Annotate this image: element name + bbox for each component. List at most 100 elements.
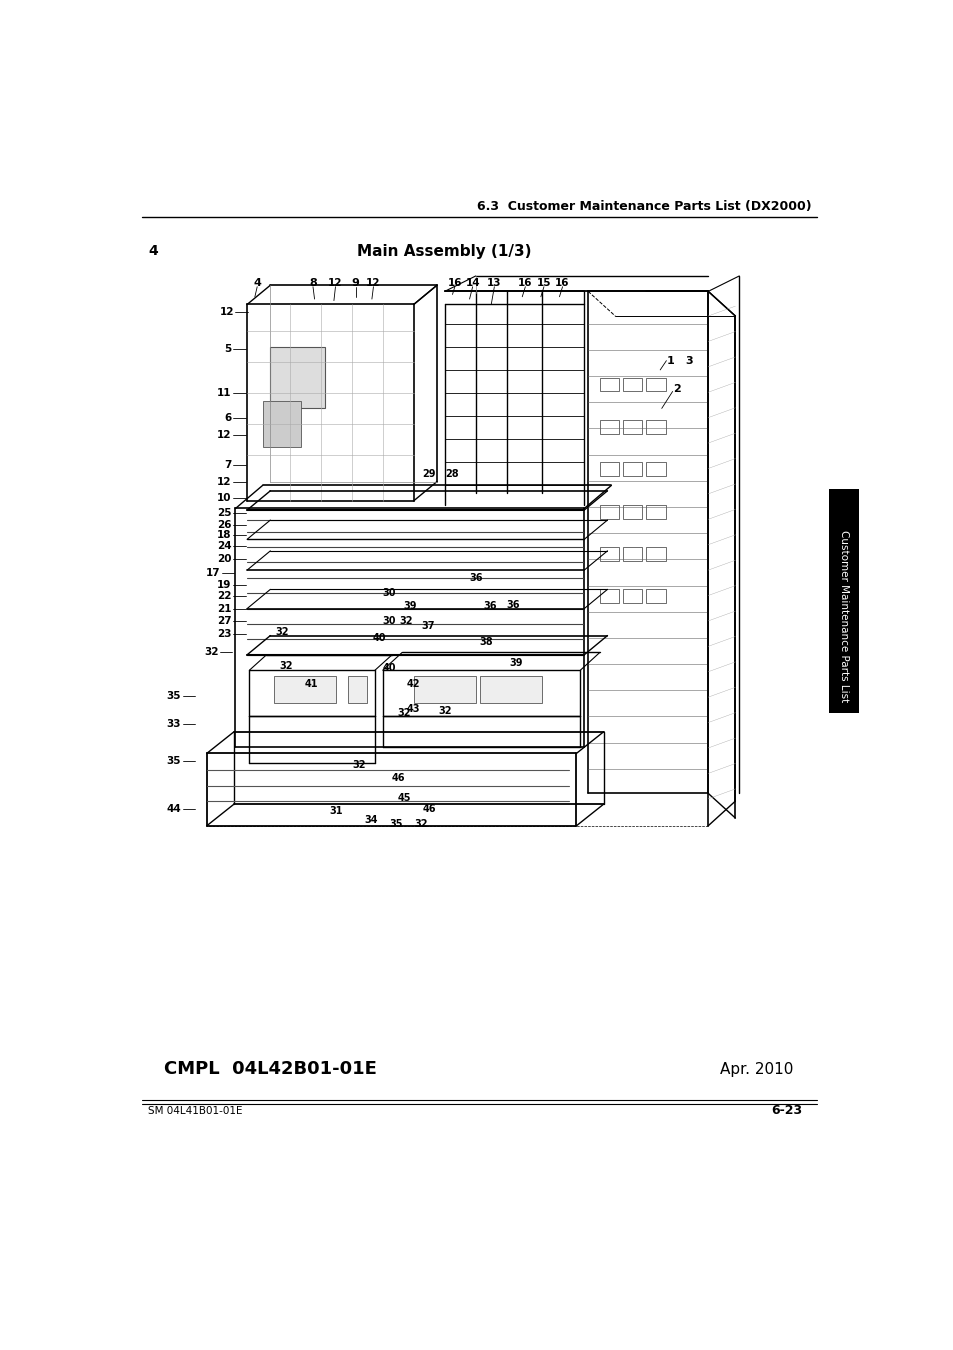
Text: 32: 32 (353, 760, 366, 770)
Text: 39: 39 (403, 601, 416, 610)
Text: 15: 15 (537, 278, 551, 288)
Text: 16: 16 (555, 278, 569, 288)
Text: 7: 7 (224, 459, 232, 470)
Text: 45: 45 (397, 792, 411, 803)
Text: 16: 16 (517, 278, 532, 288)
Text: 16: 16 (447, 278, 461, 288)
Text: 40: 40 (382, 663, 395, 672)
Text: 30: 30 (382, 616, 395, 626)
Bar (599, 505, 618, 518)
Bar (479, 676, 541, 703)
Bar (599, 462, 618, 477)
Bar (645, 462, 665, 477)
Text: 8: 8 (309, 278, 316, 288)
Text: 12: 12 (217, 431, 232, 440)
Text: 32: 32 (399, 616, 413, 626)
Bar (348, 676, 367, 703)
Text: Main Assembly (1/3): Main Assembly (1/3) (357, 243, 532, 259)
Text: 42: 42 (407, 679, 420, 688)
Text: 39: 39 (509, 657, 522, 667)
Text: 38: 38 (478, 637, 492, 647)
Text: 18: 18 (217, 531, 232, 540)
Bar (622, 378, 641, 392)
Text: 5: 5 (224, 344, 232, 354)
Text: 35: 35 (389, 819, 402, 829)
Text: 36: 36 (506, 599, 519, 610)
Text: 11: 11 (217, 387, 232, 398)
Text: 12: 12 (217, 477, 232, 486)
Text: 40: 40 (373, 633, 386, 643)
Bar (645, 505, 665, 518)
Text: 10: 10 (217, 494, 232, 504)
Text: 9: 9 (352, 278, 359, 288)
Text: 12: 12 (366, 278, 380, 288)
Text: 46: 46 (391, 774, 405, 783)
Bar (262, 401, 301, 447)
Text: 27: 27 (216, 616, 232, 626)
Bar (414, 676, 476, 703)
Text: 6.3  Customer Maintenance Parts List (DX2000): 6.3 Customer Maintenance Parts List (DX2… (476, 200, 810, 213)
Text: 35: 35 (167, 756, 181, 765)
Bar (645, 420, 665, 433)
Text: 36: 36 (482, 601, 496, 610)
Text: 20: 20 (217, 554, 232, 563)
Bar (274, 676, 335, 703)
Text: 46: 46 (422, 803, 436, 814)
Bar (599, 590, 618, 603)
Text: 21: 21 (217, 603, 232, 614)
Text: 41: 41 (304, 679, 318, 688)
Text: 31: 31 (329, 806, 343, 817)
Bar (622, 590, 641, 603)
Text: 30: 30 (382, 589, 395, 598)
Text: 35: 35 (167, 691, 181, 701)
Text: 43: 43 (407, 703, 420, 714)
Text: 24: 24 (216, 541, 232, 551)
Text: 25: 25 (217, 508, 232, 518)
Bar (622, 505, 641, 518)
Text: 19: 19 (217, 579, 232, 590)
Text: 32: 32 (275, 626, 289, 637)
Text: 33: 33 (167, 720, 181, 729)
Text: Customer Maintenance Parts List: Customer Maintenance Parts List (838, 531, 848, 702)
Text: 4: 4 (148, 243, 157, 258)
Text: 22: 22 (217, 591, 232, 601)
Text: 44: 44 (167, 803, 181, 814)
Bar (645, 547, 665, 560)
Text: 12: 12 (328, 278, 342, 288)
Text: 6-23: 6-23 (771, 1104, 802, 1118)
Text: 17: 17 (205, 568, 220, 578)
Text: 28: 28 (445, 468, 458, 479)
Bar (622, 462, 641, 477)
Text: 13: 13 (487, 278, 501, 288)
Bar (828, 489, 858, 713)
Bar (599, 378, 618, 392)
Text: SM 04L41B01-01E: SM 04L41B01-01E (148, 1106, 242, 1115)
Text: 34: 34 (364, 815, 377, 825)
Text: 14: 14 (465, 278, 479, 288)
Text: 32: 32 (415, 819, 428, 829)
Text: 6: 6 (224, 413, 232, 423)
Text: 26: 26 (217, 520, 232, 529)
Text: 36: 36 (469, 572, 482, 583)
Bar (645, 378, 665, 392)
Text: 23: 23 (217, 629, 232, 639)
Text: 6: 6 (835, 497, 851, 516)
Bar (599, 547, 618, 560)
Text: 3: 3 (684, 355, 692, 366)
Text: Apr. 2010: Apr. 2010 (720, 1061, 793, 1076)
Bar (622, 547, 641, 560)
Text: 32: 32 (204, 647, 218, 656)
Text: 32: 32 (437, 706, 451, 716)
Bar (270, 347, 324, 409)
Text: 32: 32 (279, 662, 293, 671)
Text: CMPL  04L42B01-01E: CMPL 04L42B01-01E (164, 1060, 376, 1079)
Bar (645, 590, 665, 603)
Text: 1: 1 (666, 355, 674, 366)
Text: 4: 4 (253, 278, 261, 288)
Bar (599, 420, 618, 433)
Text: 2: 2 (673, 385, 680, 394)
Bar (622, 420, 641, 433)
Text: 37: 37 (420, 621, 434, 632)
Text: 29: 29 (422, 468, 436, 479)
Text: 12: 12 (219, 308, 233, 317)
